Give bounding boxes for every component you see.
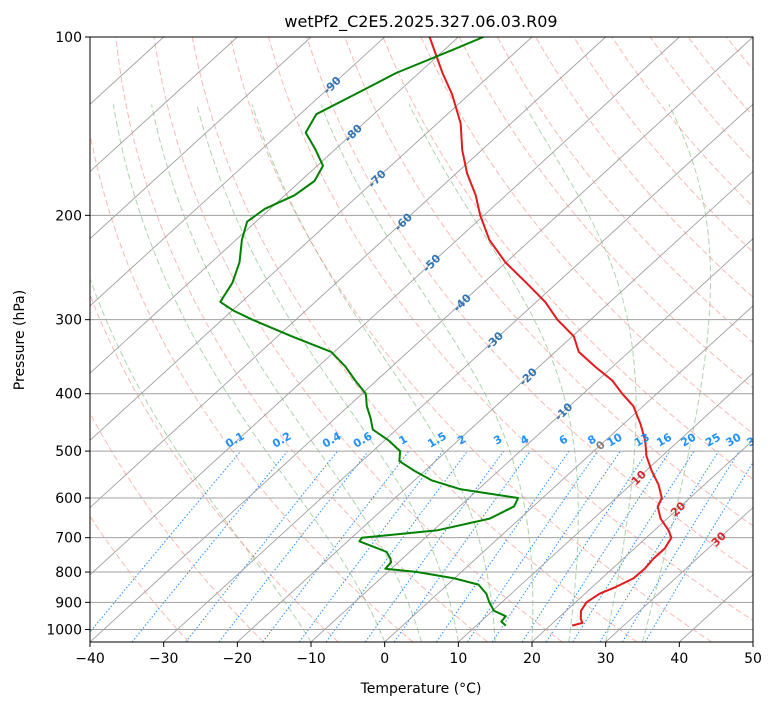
isotherm-line	[237, 170, 753, 642]
x-tick-label: 30	[597, 651, 615, 667]
x-axis: −40 −30 −20 −10 0 10 20 30 40 50	[75, 642, 762, 667]
moist-adiabat	[112, 104, 386, 642]
isotherm-line	[90, 37, 753, 642]
dry-adiabat	[115, 37, 488, 642]
isotherm-line	[90, 37, 606, 509]
plot-frame	[89, 36, 754, 643]
dry-adiabat	[268, 37, 753, 622]
isotherm-line	[90, 37, 385, 307]
dry-adiabat	[535, 37, 753, 298]
moist-adiabat	[90, 277, 312, 642]
moist-adiabat	[523, 104, 637, 642]
isotherm-line	[531, 439, 753, 642]
mixing-ratio-line	[572, 450, 695, 642]
x-tick-label: 20	[523, 651, 541, 667]
mixing-ratio-line	[467, 450, 599, 642]
moist-adiabat	[320, 104, 534, 642]
y-tick-label: 1000	[46, 622, 82, 638]
isotherm-label: 40	[750, 558, 770, 578]
dry-adiabat	[90, 293, 339, 642]
x-tick-label: 50	[744, 651, 762, 667]
mixing-ratio-line	[218, 450, 369, 642]
y-axis-label: Pressure (hPa)	[12, 290, 28, 390]
sounding-series	[219, 37, 673, 627]
x-tick-label: 40	[670, 651, 688, 667]
dewpoint-profile	[219, 37, 520, 627]
mixing-ratio-line	[435, 450, 570, 642]
y-tick-label: 100	[55, 30, 82, 46]
y-tick-label: 300	[55, 313, 82, 329]
moist-adiabat	[196, 104, 459, 642]
x-tick-label: −20	[223, 651, 253, 667]
dry-adiabat	[90, 515, 190, 642]
mixing-ratio-line	[262, 450, 410, 642]
x-axis-label: Temperature (°C)	[360, 681, 482, 697]
mixing-ratio-line	[491, 450, 621, 642]
x-tick-label: −30	[149, 651, 179, 667]
y-tick-label: 800	[55, 565, 82, 581]
mixing-ratio-line	[325, 450, 468, 642]
isotherm-line	[90, 37, 459, 374]
isotherm-line	[163, 103, 753, 642]
moist-adiabat	[408, 104, 579, 642]
chart-title: wetPf2_C2E5.2025.327.06.03.R09	[284, 12, 557, 32]
mixing-ratio-line	[621, 450, 740, 642]
y-tick-label: 400	[55, 387, 82, 403]
dry-adiabat	[191, 37, 638, 642]
y-tick-label: 200	[55, 208, 82, 224]
mixing-ratio-line	[364, 450, 505, 642]
isotherm-line	[90, 37, 238, 173]
mixing-ratio-label: 36	[744, 430, 764, 449]
temperature-profile	[428, 37, 673, 627]
dry-adiabat	[306, 37, 753, 574]
moist-adiabat	[251, 104, 496, 642]
x-tick-label: −10	[296, 651, 326, 667]
isotherm-line	[90, 37, 533, 441]
y-tick-label: 600	[55, 491, 82, 507]
dry-adiabat	[153, 37, 563, 642]
mixing-ratio-line	[599, 450, 720, 642]
y-axis: 100 200 300 400 500 600 700 800 900 1000	[46, 30, 90, 638]
isotherm-line	[90, 37, 312, 240]
dry-adiabat	[496, 37, 753, 344]
dry-adiabat	[458, 37, 753, 389]
y-tick-label: 900	[55, 595, 82, 611]
skewed-isotherms	[90, 37, 753, 642]
mixing-ratio-line	[545, 450, 671, 642]
isotherm-line	[90, 37, 680, 576]
mixing-ratio-line	[644, 461, 753, 642]
y-tick-label: 500	[55, 444, 82, 460]
isotherm-line	[384, 305, 753, 642]
isobar-grid	[90, 37, 753, 630]
x-tick-label: 0	[380, 651, 389, 667]
isotherm-line	[310, 238, 753, 642]
isotherm-line	[458, 372, 753, 642]
x-tick-label: −40	[75, 651, 105, 667]
dry-adiabat	[90, 412, 264, 642]
x-tick-label: 10	[449, 651, 467, 667]
mixing-ratio-line	[521, 450, 649, 642]
mixing-ratio-line	[298, 450, 444, 642]
y-tick-label: 700	[55, 531, 82, 547]
isotherm-line	[605, 506, 753, 642]
